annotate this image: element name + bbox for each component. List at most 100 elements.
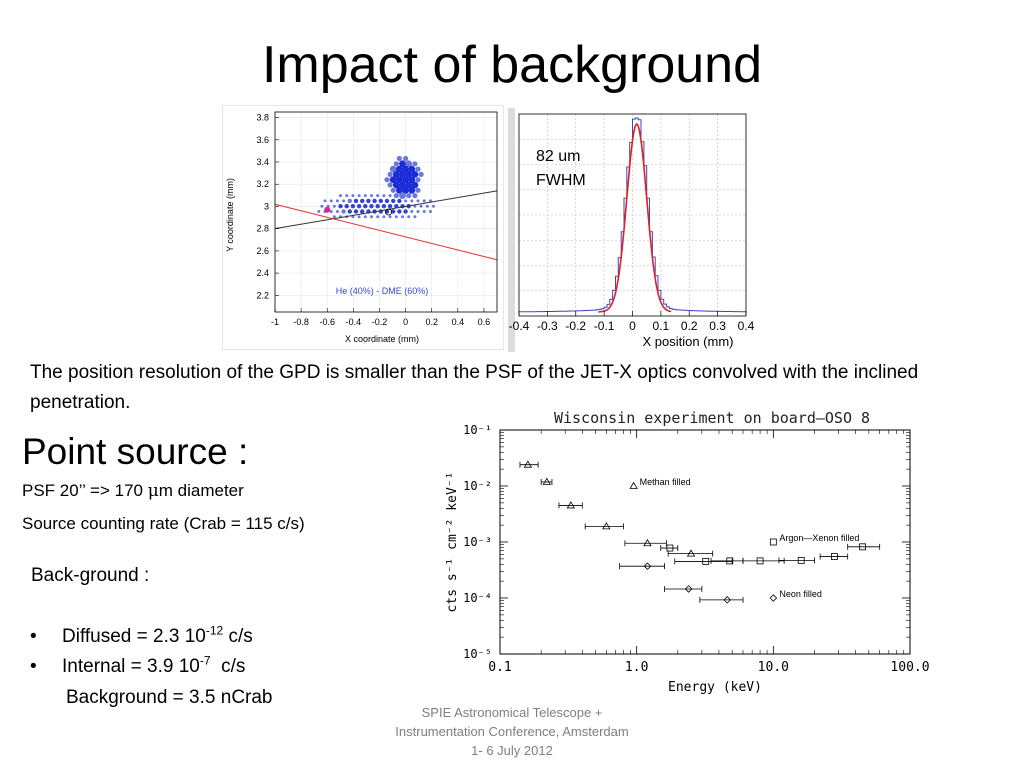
internal-unit: c/s: [210, 656, 246, 677]
footer-line-3: 1- 6 July 2012: [471, 743, 553, 758]
legend-marker-triangle: [629, 481, 638, 489]
pixel-hit: [392, 181, 400, 189]
pixel-hit: [335, 199, 339, 203]
pixel-hit: [356, 204, 362, 209]
pixel-hit: [344, 204, 349, 209]
pixel-hit: [397, 198, 402, 204]
pixel-hit: [411, 171, 419, 178]
pixel-hit: [339, 194, 342, 198]
pixel-hit: [375, 204, 380, 209]
spectrum-x-tick-label: 1.0: [625, 660, 648, 675]
pixel-hit: [408, 165, 416, 173]
pixel-hit: [412, 161, 418, 167]
track-plot-ylabel: Y coordinate (mm): [225, 178, 235, 252]
pixel-hit: [428, 210, 432, 213]
psf-gaussian-fit: [598, 123, 672, 313]
pixel-hit: [402, 165, 409, 173]
diffused-exponent: -12: [205, 623, 224, 638]
pixel-hit: [422, 210, 426, 213]
total-background-text: Background = 3.5 nCrab: [66, 687, 273, 708]
spectrum-ylabel: cts s⁻¹ cm⁻² keV⁻¹: [445, 472, 460, 613]
pixel-hit: [342, 199, 346, 203]
bullet-symbol: •: [30, 656, 37, 677]
pixel-hit: [408, 186, 416, 194]
psf-x-tick-label: 0: [629, 319, 636, 333]
pixel-hit: [415, 166, 421, 172]
psf-x-tick-label: 0.4: [738, 319, 754, 333]
spectrum-x-tick-label: 10.0: [758, 660, 789, 675]
data-point-triangle: [523, 460, 533, 468]
slide-title: Impact of background: [261, 36, 763, 94]
pixel-hit: [332, 204, 336, 208]
track-x-tick-label: 0.6: [478, 317, 491, 327]
track-fit-line: [274, 203, 498, 261]
track-x-tick-label: -0.4: [346, 317, 362, 327]
pixel-hit: [345, 194, 349, 198]
data-point-diamond: [684, 585, 693, 593]
legend-marker-diamond: [769, 594, 778, 602]
data-point-square: [726, 557, 734, 565]
pixel-hit: [396, 176, 403, 184]
pixel-hit: [320, 204, 324, 208]
pixel-hit: [357, 215, 361, 219]
pixel-hit: [411, 181, 419, 189]
track-y-tick-label: 3.6: [256, 135, 269, 145]
data-point-triangle: [542, 477, 551, 485]
spectrum-y-tick-label: 10⁻³: [463, 535, 492, 549]
data-point-triangle: [566, 501, 576, 509]
pixel-hit: [329, 199, 333, 203]
pixel-hit: [347, 198, 352, 204]
legend-label: Methan filled: [640, 477, 691, 487]
pixel-hit: [392, 171, 400, 178]
pixel-hit: [363, 215, 367, 219]
pixel-hit: [412, 193, 418, 199]
fwhm-text-label: FWHM: [536, 172, 586, 189]
pixel-hit: [382, 194, 386, 198]
spectrum-y-tick-label: 10⁻⁵: [463, 647, 492, 661]
pixel-hit: [396, 165, 403, 173]
pixel-hit: [351, 194, 355, 198]
pixel-hit: [384, 198, 390, 204]
track-x-tick-label: -0.8: [293, 317, 309, 327]
pixel-hit: [353, 198, 359, 204]
internal-value: Internal = 3.9 10: [62, 656, 200, 677]
pixel-hit: [399, 160, 406, 168]
pixel-hit: [394, 215, 398, 219]
pixel-hit: [347, 209, 352, 214]
pixel-hit: [394, 204, 399, 209]
psf-x-tick-label: 0.1: [653, 319, 670, 333]
pixel-hit: [360, 198, 365, 204]
figure-caption: The position resolution of the GPD is sm…: [30, 362, 919, 413]
spectrum-x-tick-label: 0.1: [488, 660, 511, 675]
pixel-hit: [410, 210, 414, 213]
background-heading: Back-ground :: [31, 565, 150, 586]
data-point-square: [831, 553, 838, 560]
legend-label: Argon—Xenon filled: [779, 533, 859, 543]
pixel-hit: [415, 177, 421, 183]
psf-x-tick-label: 0.2: [681, 319, 698, 333]
psf-diameter-text: PSF 20’’ => 170 μm diameter: [22, 480, 244, 502]
pixel-hit: [416, 199, 420, 203]
pixel-hit: [404, 199, 408, 203]
pixel-hit: [432, 204, 435, 208]
data-point-square: [797, 556, 805, 564]
pixel-hit: [350, 204, 356, 209]
track-y-tick-label: 2.2: [256, 290, 269, 300]
pixel-hit: [382, 215, 386, 219]
pixel-hit: [405, 181, 413, 189]
barycenter-marker: [385, 208, 393, 216]
bullet-symbol: •: [30, 626, 37, 647]
data-point-triangle: [602, 522, 611, 530]
track-y-tick-label: 3: [264, 201, 269, 211]
pixel-hit: [391, 198, 396, 204]
pixel-hit: [403, 209, 408, 214]
psf-x-tick-label: -0.1: [594, 319, 615, 333]
data-point-diamond: [723, 596, 732, 604]
pixel-hit: [388, 194, 392, 198]
pixel-hit: [369, 204, 374, 209]
track-y-tick-label: 3.4: [256, 157, 269, 167]
pixel-hit: [397, 209, 402, 214]
pixel-hit: [400, 204, 405, 209]
pixel-hit: [416, 210, 420, 213]
spectrum-ticks: 0.1 1.0 10.0 100.0 10⁻¹ 10⁻² 10⁻³ 10⁻⁴ 10⁻⁵: [463, 423, 929, 675]
